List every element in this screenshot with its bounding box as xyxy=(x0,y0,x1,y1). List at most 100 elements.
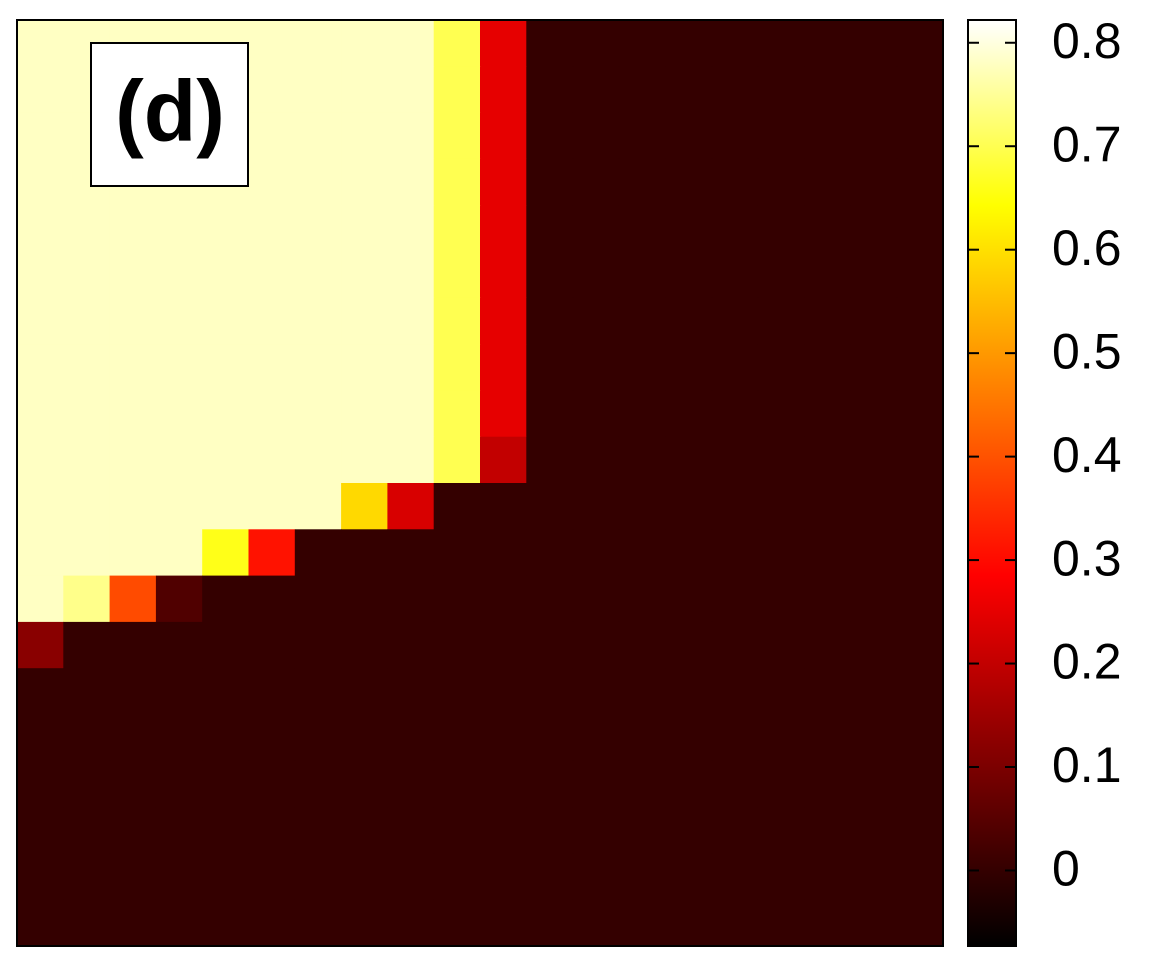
heatmap-cell xyxy=(526,251,574,299)
heatmap-cell xyxy=(248,899,296,947)
heatmap-cell xyxy=(155,529,203,577)
heatmap-cell xyxy=(757,20,805,67)
heatmap-cell xyxy=(109,390,157,438)
heatmap-cell xyxy=(341,436,388,484)
heatmap-cell xyxy=(572,807,620,854)
heatmap-cell xyxy=(850,853,898,901)
heatmap-cell xyxy=(17,390,64,438)
heatmap-cell xyxy=(109,575,157,623)
heatmap-cell xyxy=(387,575,435,623)
heatmap-cell xyxy=(757,807,805,854)
heatmap-cell xyxy=(433,899,481,947)
heatmap-cell xyxy=(17,483,64,530)
heatmap-cell xyxy=(480,575,527,623)
heatmap-cell xyxy=(248,390,296,438)
heatmap-cell xyxy=(618,807,666,854)
heatmap-cell xyxy=(248,760,296,808)
heatmap-cell xyxy=(850,66,898,114)
heatmap-cell xyxy=(341,529,388,577)
heatmap-cell xyxy=(896,899,944,947)
heatmap-cell xyxy=(665,158,713,206)
heatmap-cell xyxy=(757,436,805,484)
heatmap-cell xyxy=(248,20,296,67)
heatmap-cell xyxy=(387,529,435,577)
heatmap-cell xyxy=(711,621,759,669)
heatmap-cell xyxy=(387,251,435,299)
heatmap-cell xyxy=(526,205,574,253)
heatmap-cell xyxy=(17,853,64,901)
heatmap-cell xyxy=(572,760,620,808)
heatmap-cell xyxy=(665,714,713,762)
heatmap-cell xyxy=(433,158,481,206)
colorbar xyxy=(967,19,1017,947)
heatmap-cell xyxy=(433,714,481,762)
heatmap-cell xyxy=(202,575,250,623)
heatmap-cell xyxy=(804,20,851,67)
heatmap-cell xyxy=(804,344,851,391)
heatmap-cell xyxy=(248,205,296,253)
heatmap-cell xyxy=(480,344,527,391)
heatmap-cell xyxy=(202,899,250,947)
heatmap-cell xyxy=(248,483,296,530)
heatmap-cell xyxy=(526,807,574,854)
heatmap-cell xyxy=(850,899,898,947)
heatmap-cell xyxy=(480,760,527,808)
heatmap-cell xyxy=(711,112,759,160)
heatmap-cell xyxy=(896,621,944,669)
heatmap-cell xyxy=(294,714,342,762)
colorbar-tick-label: 0.8 xyxy=(1052,13,1122,69)
heatmap-cell xyxy=(202,529,250,577)
heatmap-cell xyxy=(63,714,111,762)
heatmap-cell xyxy=(155,760,203,808)
heatmap-cell xyxy=(387,112,435,160)
heatmap-cell xyxy=(63,760,111,808)
heatmap-cell xyxy=(757,297,805,345)
heatmap-cell xyxy=(618,297,666,345)
heatmap-cell xyxy=(63,621,111,669)
heatmap-cell xyxy=(387,297,435,345)
heatmap-cell xyxy=(618,436,666,484)
heatmap-cell xyxy=(155,251,203,299)
heatmap-cell xyxy=(618,899,666,947)
heatmap-cell xyxy=(618,760,666,808)
heatmap-cell xyxy=(480,529,527,577)
heatmap-cell xyxy=(202,714,250,762)
heatmap-cell xyxy=(202,807,250,854)
heatmap-cell xyxy=(850,668,898,716)
heatmap-cell xyxy=(618,344,666,391)
heatmap-cell xyxy=(155,297,203,345)
heatmap-cell xyxy=(572,668,620,716)
heatmap-cell xyxy=(572,344,620,391)
heatmap-cell xyxy=(618,853,666,901)
heatmap-cell xyxy=(433,297,481,345)
heatmap-cell xyxy=(757,112,805,160)
heatmap-cell xyxy=(804,807,851,854)
heatmap-cell xyxy=(109,483,157,530)
heatmap-cell xyxy=(896,714,944,762)
heatmap-cell xyxy=(155,390,203,438)
heatmap-cell xyxy=(665,807,713,854)
heatmap-cell xyxy=(850,575,898,623)
heatmap-cell xyxy=(804,297,851,345)
heatmap-cell xyxy=(63,668,111,716)
heatmap-cell xyxy=(665,297,713,345)
heatmap-cell xyxy=(248,529,296,577)
heatmap-cell xyxy=(202,390,250,438)
heatmap-cell xyxy=(572,483,620,530)
heatmap-cell xyxy=(526,668,574,716)
heatmap-cell xyxy=(618,66,666,114)
heatmap-cell xyxy=(711,390,759,438)
heatmap-cell xyxy=(387,714,435,762)
heatmap-cell xyxy=(757,529,805,577)
heatmap-cell xyxy=(850,807,898,854)
heatmap-cell xyxy=(63,205,111,253)
heatmap-cell xyxy=(572,575,620,623)
heatmap-cell xyxy=(202,668,250,716)
heatmap-cell xyxy=(572,66,620,114)
colorbar-tick-label: 0.1 xyxy=(1052,737,1122,793)
heatmap-cell xyxy=(155,436,203,484)
heatmap-cell xyxy=(896,575,944,623)
heatmap-cell xyxy=(804,390,851,438)
heatmap-cell xyxy=(804,483,851,530)
